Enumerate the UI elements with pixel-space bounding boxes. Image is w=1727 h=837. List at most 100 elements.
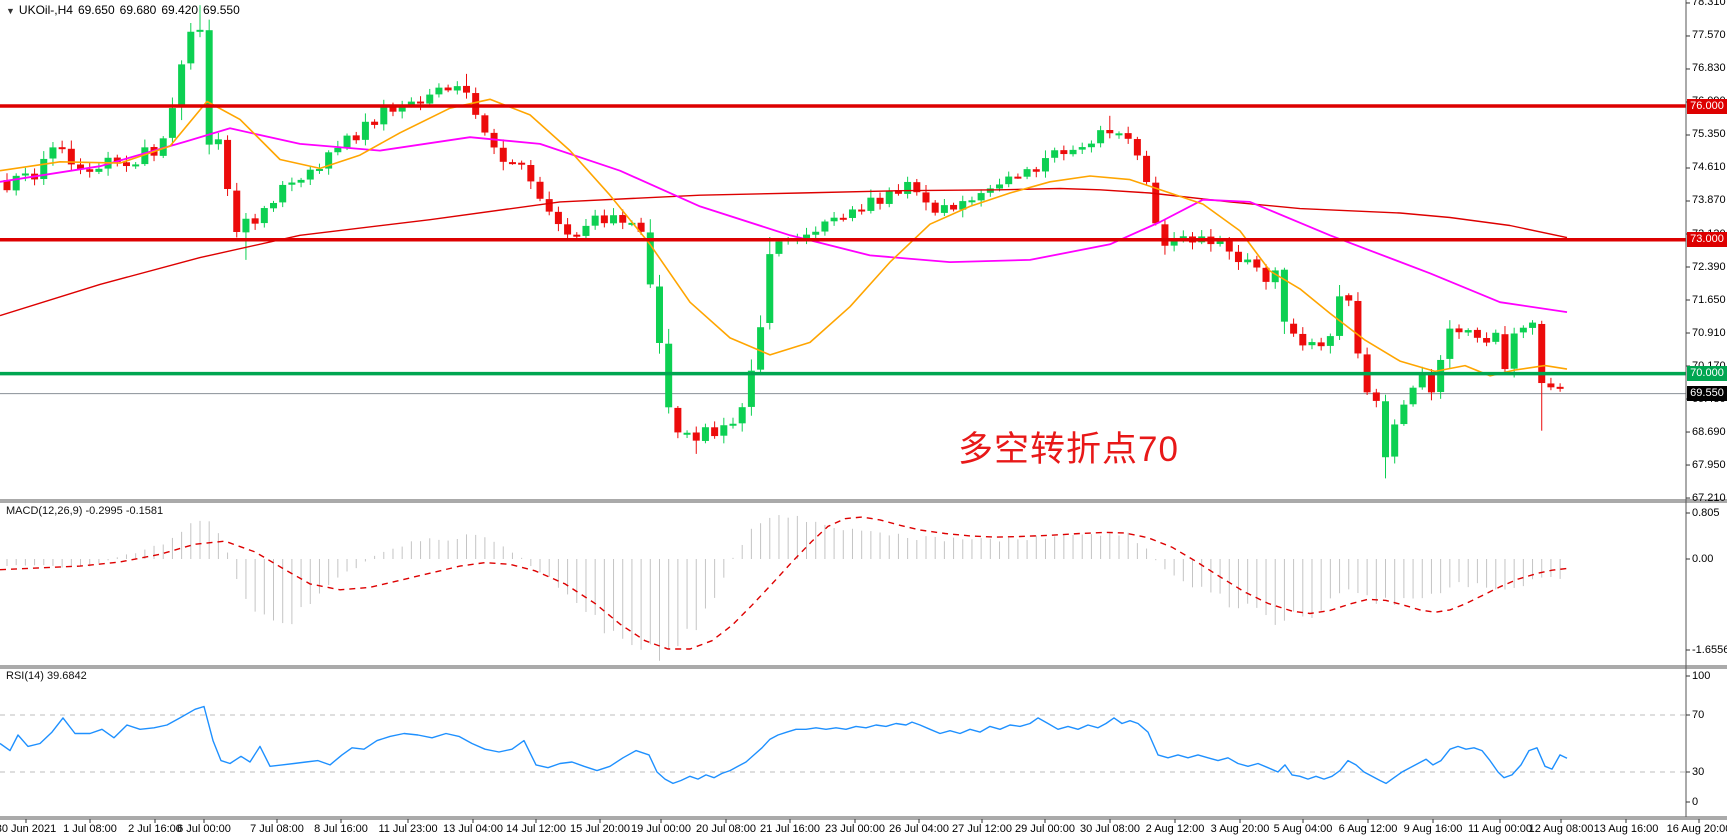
time-tick-label[interactable]: 21 Jul 16:00 xyxy=(760,823,820,835)
time-tick-label[interactable]: 27 Jul 12:00 xyxy=(952,823,1012,835)
time-tick-label[interactable]: 14 Jul 12:00 xyxy=(506,823,566,835)
bear-candle xyxy=(1234,251,1242,263)
bear-candle xyxy=(251,218,259,224)
bull-candle xyxy=(1244,259,1252,263)
time-tick-label[interactable]: 6 Aug 12:00 xyxy=(1338,823,1398,835)
rsi-line xyxy=(0,705,1568,785)
price-tick-label: 75.350 xyxy=(1692,128,1726,141)
price-tick-label: 70.910 xyxy=(1692,326,1726,339)
time-tick-label[interactable]: 30 Jun 2021 xyxy=(0,823,57,835)
bear-candle xyxy=(122,162,130,167)
time-tick-label[interactable]: 8 Jul 16:00 xyxy=(314,823,368,835)
macd-tick-label: -1.6556 xyxy=(1692,643,1727,656)
bull-candle xyxy=(996,184,1004,189)
bull-candle xyxy=(260,208,268,224)
bull-candle xyxy=(1216,239,1224,245)
time-tick-label[interactable]: 6 Jul 00:00 xyxy=(177,823,231,835)
time-tick-label[interactable]: 13 Jul 04:00 xyxy=(443,823,503,835)
bull-candle xyxy=(407,101,415,106)
time-tick-label[interactable]: 5 Aug 04:00 xyxy=(1273,823,1333,835)
bear-candle xyxy=(1547,383,1555,388)
time-tick-label[interactable]: 1 Jul 08:00 xyxy=(63,823,117,835)
bull-candle xyxy=(1005,176,1013,185)
time-tick-label[interactable]: 11 Jul 23:00 xyxy=(378,823,438,835)
bull-candle xyxy=(187,31,195,64)
bear-candle xyxy=(1014,176,1022,179)
bear-candle xyxy=(518,162,526,165)
bear-candle xyxy=(1556,386,1564,389)
bull-candle xyxy=(1097,130,1105,144)
bear-candle xyxy=(554,211,562,225)
ma-slow-red xyxy=(0,187,1568,317)
macd-tick-label: 0.805 xyxy=(1692,506,1720,519)
time-tick-label[interactable]: 12 Aug 08:00 xyxy=(1528,823,1594,835)
symbol-timeframe-label: UKOil-,H4 xyxy=(18,3,73,17)
bull-candle xyxy=(775,241,783,254)
bear-candle xyxy=(58,147,66,150)
time-tick-label[interactable]: 7 Jul 08:00 xyxy=(250,823,304,835)
bear-candle xyxy=(1161,224,1169,246)
bull-candle xyxy=(49,147,57,159)
time-tick-label[interactable]: 2 Jul 16:00 xyxy=(128,823,182,835)
rsi-indicator-label: RSI(14) 39.6842 xyxy=(6,670,87,682)
time-tick-label[interactable]: 16 Aug 20:00 xyxy=(1666,823,1727,835)
bear-candle xyxy=(1427,372,1435,393)
bear-candle xyxy=(113,157,121,163)
bull-candle xyxy=(40,158,48,180)
bull-candle xyxy=(361,121,369,140)
bull-candle xyxy=(812,231,820,235)
price-badge-70.000: 70.000 xyxy=(1687,366,1727,382)
rsi-tick-label: 30 xyxy=(1692,765,1705,778)
bull-candle xyxy=(178,64,186,108)
time-tick-label[interactable]: 2 Aug 12:00 xyxy=(1145,823,1205,835)
price-tick-label: 74.610 xyxy=(1692,161,1726,174)
ohlc-open: 69.650 xyxy=(77,3,115,17)
bear-candle xyxy=(1299,333,1307,346)
bear-candle xyxy=(692,432,700,441)
bull-candle xyxy=(821,221,829,232)
bear-candle xyxy=(86,169,94,172)
bull-candle xyxy=(21,173,29,176)
time-tick-label[interactable]: 13 Aug 16:00 xyxy=(1593,823,1659,835)
bull-candle xyxy=(1326,336,1334,346)
bear-candle xyxy=(67,148,75,165)
time-tick-label[interactable]: 30 Jul 08:00 xyxy=(1080,823,1140,835)
symbol-dropdown-icon[interactable]: ▼ xyxy=(6,6,15,16)
bull-candle xyxy=(1170,238,1178,246)
time-tick-label[interactable]: 23 Jul 00:00 xyxy=(825,823,885,835)
time-tick-label[interactable]: 9 Aug 16:00 xyxy=(1403,823,1463,835)
macd-tick-label: 0.00 xyxy=(1692,552,1714,565)
bear-candle xyxy=(876,197,884,204)
time-tick-label[interactable]: 26 Jul 04:00 xyxy=(889,823,949,835)
time-tick-label[interactable]: 19 Jul 00:00 xyxy=(631,823,691,835)
price-badge-76.000: 76.000 xyxy=(1687,98,1727,114)
bear-candle xyxy=(508,162,516,165)
price-tick-label: 77.570 xyxy=(1692,29,1726,42)
time-tick-label[interactable]: 15 Jul 20:00 xyxy=(570,823,630,835)
bull-candle xyxy=(435,87,443,95)
time-tick-label[interactable]: 3 Aug 20:00 xyxy=(1210,823,1270,835)
bull-candle xyxy=(1280,269,1288,322)
time-tick-label[interactable]: 29 Jul 00:00 xyxy=(1015,823,1075,835)
bear-candle xyxy=(499,147,507,162)
bull-candle xyxy=(646,232,654,285)
bull-candle xyxy=(757,327,765,370)
bull-candle xyxy=(628,222,636,225)
time-tick-label[interactable]: 20 Jul 08:00 xyxy=(696,823,756,835)
bear-candle xyxy=(1354,300,1362,354)
time-tick-label[interactable]: 11 Aug 00:00 xyxy=(1467,823,1533,835)
bull-candle xyxy=(1069,149,1077,155)
bear-candle xyxy=(233,190,241,232)
bear-candle xyxy=(444,87,452,91)
bear-candle xyxy=(1345,295,1353,301)
bull-candle xyxy=(12,175,20,191)
bear-candle xyxy=(1290,323,1298,334)
bull-candle xyxy=(830,217,838,222)
bull-candle xyxy=(297,179,305,183)
bull-candle xyxy=(306,169,314,180)
bull-candle xyxy=(132,164,140,167)
bear-candle xyxy=(1106,130,1114,134)
bear-candle xyxy=(1225,239,1233,252)
bull-candle xyxy=(848,209,856,218)
